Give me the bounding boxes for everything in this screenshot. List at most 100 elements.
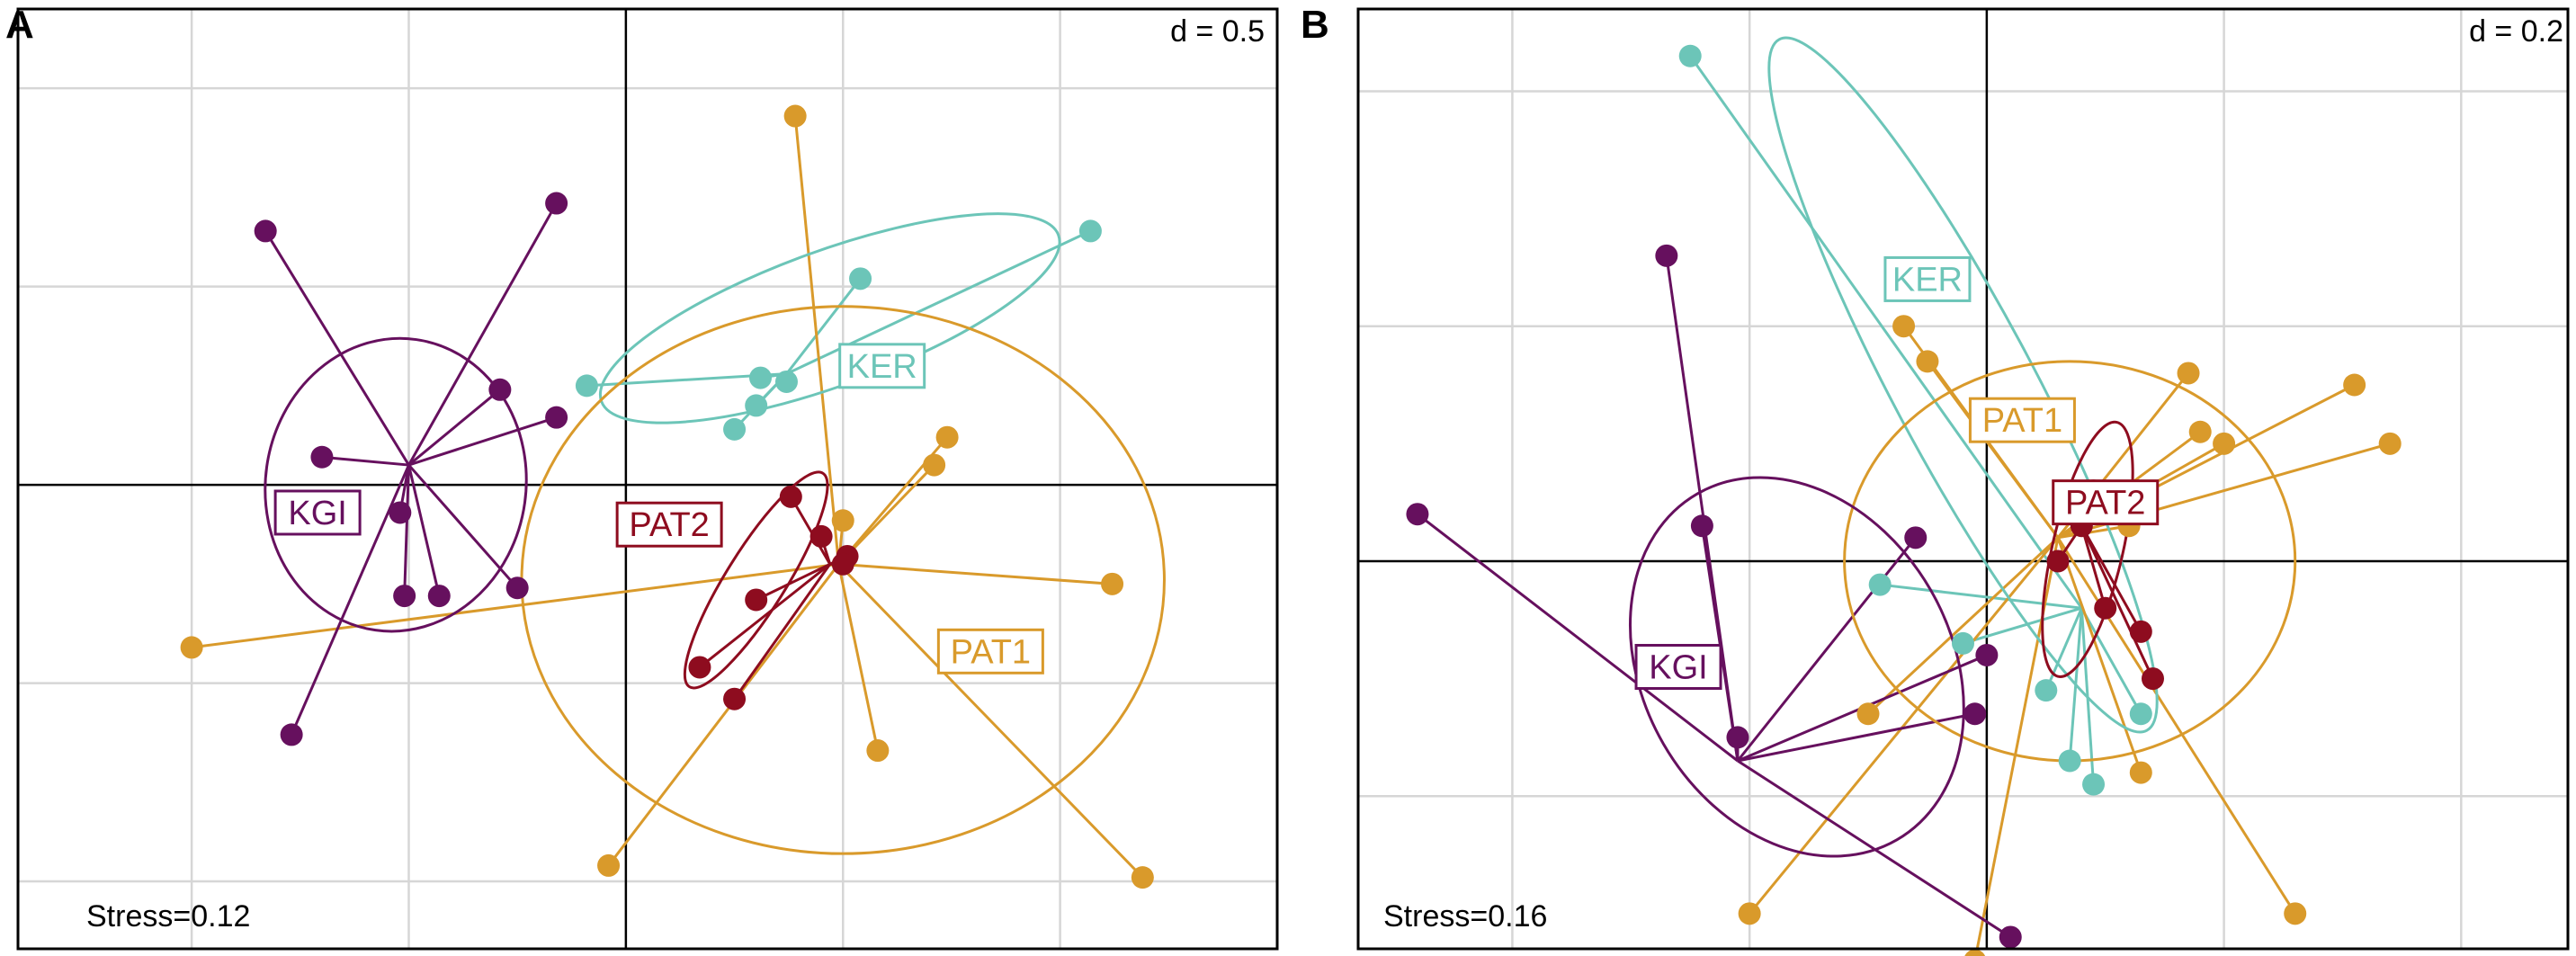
spoke-line [2056,537,2142,773]
data-point [723,417,747,441]
data-point [505,576,529,600]
label-box [1634,644,1722,690]
data-point [545,406,568,429]
data-point [1964,949,1986,956]
data-point [849,267,872,290]
panel-b-scale-label: d = 0.2 [2469,14,2563,49]
plot-frame [1356,7,2570,951]
panel-b-plot: KER PAT1 KGI PAT2 [1356,7,2570,956]
spoke-line [1737,712,1975,763]
spoke-line [321,455,409,467]
data-point [1738,902,1761,925]
label-text: PAT1 [951,633,1031,671]
data-point [774,370,798,393]
spoke-line [699,563,831,669]
data-point [1078,219,1102,243]
data-point [2378,432,2402,455]
spoke-line [793,115,840,565]
spoke-line [1417,513,1739,763]
data-point [1101,572,1124,595]
spoke-line [785,277,862,375]
data-point [597,853,621,877]
spoke-line [2057,524,2130,540]
label-box [838,343,926,389]
plot-frame [16,7,1279,951]
label-ker: KER [838,343,926,389]
data-point [254,219,277,243]
group-ker-points [1678,44,2152,796]
spoke-line [785,229,1092,376]
spoke-line [264,230,410,466]
data-point [393,585,416,608]
data-point [2188,420,2212,443]
spoke-line [1866,536,2060,715]
group-kgi-points [1406,244,2022,949]
label-box [273,489,362,536]
data-point [1963,702,1987,726]
spoke-line [2044,607,2083,692]
data-point [2129,620,2152,643]
label-text: KER [1892,261,1963,299]
label-pat2: PAT2 [615,501,723,548]
ellipse-kgi [264,336,528,633]
group-ker-points [575,219,1102,441]
data-point [779,485,802,508]
group-kgi-points [254,192,568,746]
data-point [1678,44,1702,67]
group-pat2-points [688,485,859,710]
data-point [575,374,598,398]
label-text: PAT1 [1982,402,2062,440]
data-point [923,453,946,477]
label-box [2052,479,2160,526]
data-point [488,378,512,401]
data-point [831,552,854,576]
spoke-line [407,464,441,596]
data-point [310,445,334,469]
group-pat1-points [180,104,1154,889]
data-point [1131,866,1154,889]
panel-a-scale-label: d = 0.5 [1170,14,1265,49]
spoke-line [2080,525,2154,680]
label-pat2: PAT2 [2052,479,2160,526]
data-point [2082,773,2106,796]
data-point [1892,315,1916,338]
spoke-line [2080,525,2142,633]
label-kgi: KGI [1634,644,1722,690]
label-box [1883,255,1972,302]
label-box [1968,397,2076,443]
spoke-line [1748,536,2060,915]
spoke-line [2080,525,2107,609]
ellipse-ker [1767,36,2159,734]
label-box [936,628,1044,675]
data-point [749,366,773,389]
data-point [831,509,854,532]
spoke-line [838,562,1113,585]
spoke-line [790,496,832,566]
data-point [2094,596,2117,620]
data-point [1952,631,1974,655]
spoke-line [836,563,880,751]
spoke-line [408,415,558,467]
data-point [723,687,747,710]
group-pat1-points [1738,315,2402,956]
data-point [1868,573,1892,596]
ellipse-kgi [1629,476,1965,858]
data-point [1406,503,1429,526]
data-point [1690,514,1713,538]
data-point [688,656,711,679]
spoke-line [1880,583,2082,610]
panel-a-plot: KER PAT1 KGI PAT2 [16,7,1279,951]
data-point [1655,244,1678,267]
panel-b-stress-label: Stress=0.16 [1383,899,1547,934]
data-point [2343,373,2366,397]
label-ker: KER [1883,255,1972,302]
label-text: KGI [288,495,346,532]
label-pat1: PAT1 [936,628,1044,675]
group-ker-spokes [1688,55,2142,785]
label-box [615,501,723,548]
data-point [389,501,412,524]
label-text: KGI [1649,649,1707,687]
data-point [866,739,890,763]
spoke-line [1736,536,1917,762]
